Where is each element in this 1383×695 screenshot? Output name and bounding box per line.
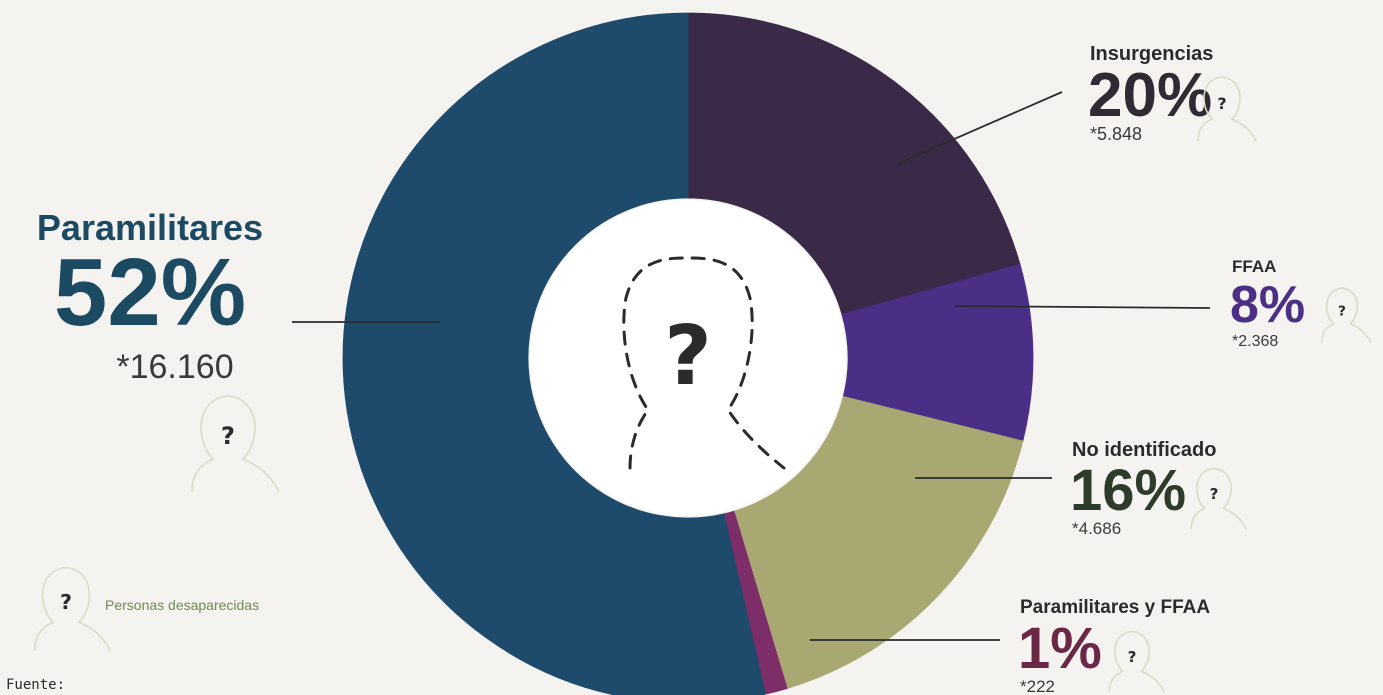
svg-text:?: ? <box>1338 303 1346 319</box>
segment-percent: 20% <box>1088 61 1212 130</box>
segment-name: Paramilitares <box>37 207 263 248</box>
leader-lines <box>292 91 1211 641</box>
segment-percent: 52% <box>54 239 246 346</box>
legend-label: Personas desaparecidas <box>105 597 259 613</box>
segment-percent: 1% <box>1018 616 1102 681</box>
svg-text:?: ? <box>1128 648 1137 666</box>
svg-text:?: ? <box>221 422 235 450</box>
segment-count: *4.686 <box>1072 519 1121 538</box>
person-question-icon: ? <box>1108 630 1166 693</box>
legend: ? Personas desaparecidas <box>34 566 259 652</box>
leader-line-insurgencias <box>896 91 1063 165</box>
segment-name: No identificado <box>1072 439 1216 461</box>
segment-name: Insurgencias <box>1090 43 1213 65</box>
person-question-icon: ? <box>1320 287 1372 343</box>
segment-name: FFAA <box>1232 257 1276 276</box>
donut-slice-no-identificado <box>733 395 1024 689</box>
segment-percent: 16% <box>1070 458 1186 523</box>
svg-text:?: ? <box>1217 94 1226 113</box>
leader-line-ffaa <box>954 305 1211 309</box>
legend-person-question-icon: ? <box>34 566 111 652</box>
person-question-icon: ? <box>191 395 280 493</box>
svg-text:?: ? <box>1210 485 1219 503</box>
segment-percent: 8% <box>1230 276 1305 334</box>
svg-text:?: ? <box>60 590 72 614</box>
donut-slices <box>342 12 1034 695</box>
source-label: Fuente: <box>6 677 65 693</box>
person-question-icon: ? <box>1197 76 1257 142</box>
donut-center: ? <box>530 200 846 516</box>
person-question-icon: ? <box>1190 467 1248 530</box>
donut-hole <box>530 200 846 516</box>
source-note: Fuente: <box>6 677 65 693</box>
segment-count: *222 <box>1020 677 1055 695</box>
donut-slice-paramilitares <box>342 12 767 695</box>
segment-count: *2.368 <box>1232 333 1278 350</box>
segment-count: *16.160 <box>116 348 233 386</box>
donut-slice-insurgencias <box>687 12 1021 316</box>
segment-name: Paramilitares y FFAA <box>1020 597 1210 618</box>
segment-count: *5.848 <box>1090 124 1142 144</box>
unknown-person-outline-icon <box>622 256 786 470</box>
center-question-mark: ? <box>664 309 712 404</box>
